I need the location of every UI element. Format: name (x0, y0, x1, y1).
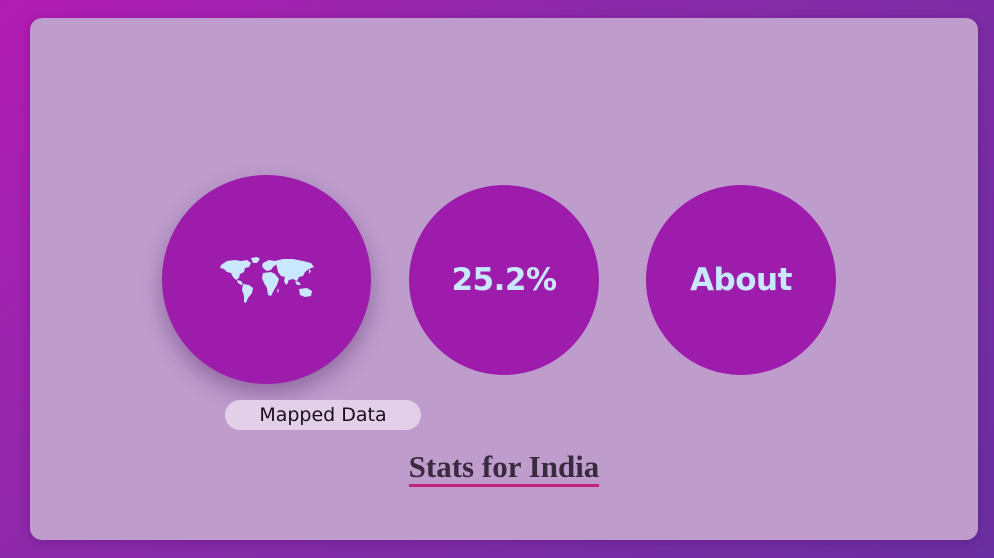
world-map-icon (217, 255, 317, 305)
stat-value: 25.2% (451, 262, 557, 298)
map-button[interactable] (162, 175, 371, 384)
about-label: About (690, 262, 792, 298)
about-button[interactable]: About (646, 185, 836, 375)
page-title: Stats for India (408, 449, 600, 487)
map-tooltip: Mapped Data (225, 400, 421, 430)
main-panel: Mapped Data 25.2% About Stats for India (30, 18, 978, 540)
page-heading: Stats for India (30, 449, 978, 487)
stat-button[interactable]: 25.2% (409, 185, 599, 375)
map-tooltip-label: Mapped Data (259, 404, 387, 426)
